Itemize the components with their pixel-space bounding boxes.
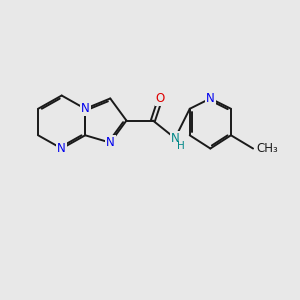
- Text: CH₃: CH₃: [256, 142, 278, 155]
- Text: O: O: [156, 92, 165, 105]
- Text: N: N: [57, 142, 66, 155]
- Text: N: N: [81, 102, 90, 115]
- Text: H: H: [177, 142, 185, 152]
- Text: N: N: [171, 132, 179, 145]
- Text: N: N: [106, 136, 115, 149]
- Text: N: N: [206, 92, 215, 105]
